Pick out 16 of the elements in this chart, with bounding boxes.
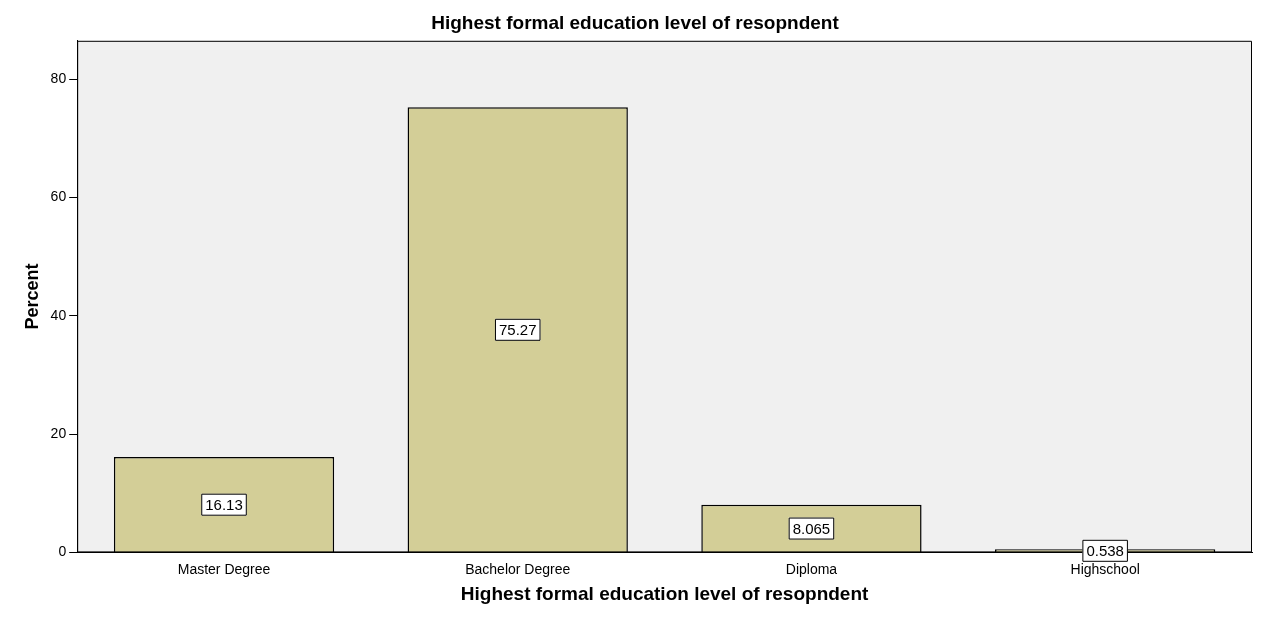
y-tick-label: 60 — [50, 188, 67, 205]
y-tick-label: 20 — [50, 424, 67, 441]
y-axis-title: Percent — [21, 263, 42, 330]
x-tick-label: Master Degree — [177, 560, 271, 577]
x-tick-label: Bachelor Degree — [465, 560, 571, 577]
y-tick-label: 40 — [50, 306, 67, 323]
y-tick-label: 0 — [58, 543, 67, 560]
x-axis-title: Highest formal education level of resopndent — [460, 582, 870, 604]
y-tick-label: 80 — [50, 70, 67, 87]
data-label: 16.13 — [205, 495, 243, 513]
chart-title: Highest formal education level of resopndent — [431, 11, 840, 33]
data-label: 75.27 — [498, 320, 537, 338]
data-label: 8.065 — [792, 519, 831, 537]
x-tick-label: Highschool — [1070, 560, 1140, 577]
x-tick-label: Diploma — [785, 560, 838, 577]
data-label: 0.538 — [1086, 541, 1124, 559]
